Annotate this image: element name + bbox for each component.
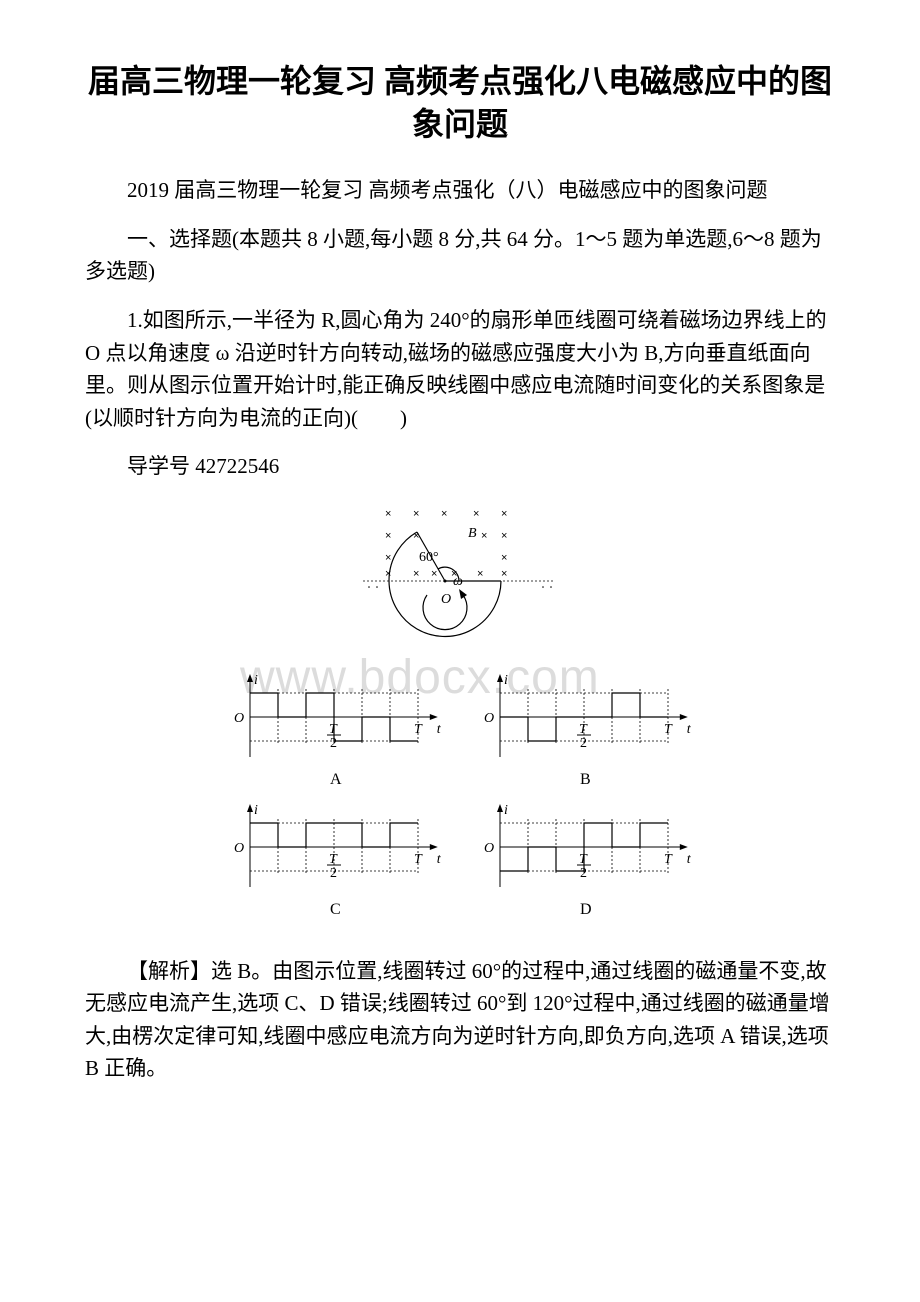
option-charts-svg: iOT2TtA iOT2TtB iOT2TtC iOT2TtD <box>210 672 710 932</box>
svg-text:×: × <box>473 508 479 520</box>
section-heading: 一、选择题(本题共 8 小题,每小题 8 分,共 64 分。1～5 题为单选题,… <box>85 223 835 288</box>
svg-text:t: t <box>437 852 442 867</box>
svg-text:i: i <box>254 673 258 688</box>
svg-text:O: O <box>484 711 494 726</box>
svg-text:B: B <box>580 771 591 788</box>
study-id: 导学号 42722546 <box>85 450 835 483</box>
svg-text:t: t <box>687 722 692 737</box>
O-label: O <box>441 592 451 607</box>
omega-label: ω <box>453 574 463 589</box>
svg-text:×: × <box>385 552 391 564</box>
question-1-diagram: ××××× ×× B ×× ×× ×× ×× ×× O 60° <box>85 499 835 654</box>
svg-text:t: t <box>687 852 692 867</box>
angle-label: 60° <box>419 550 439 565</box>
svg-text:i: i <box>504 803 508 818</box>
svg-text:2: 2 <box>330 736 337 751</box>
svg-text:2: 2 <box>330 866 337 881</box>
svg-text:×: × <box>481 530 487 542</box>
svg-text:T: T <box>414 722 423 737</box>
svg-text:t: t <box>437 722 442 737</box>
svg-text:×: × <box>501 508 507 520</box>
svg-text:×: × <box>501 530 507 542</box>
svg-text:2: 2 <box>580 736 587 751</box>
explanation-text: 【解析】选 B。由图示位置,线圈转过 60°的过程中,通过线圈的磁通量不变,故无… <box>85 955 835 1085</box>
svg-text:C: C <box>330 901 341 918</box>
svg-text:T: T <box>664 852 673 867</box>
svg-text:O: O <box>234 711 244 726</box>
option-charts: iOT2TtA iOT2TtB iOT2TtC iOT2TtD <box>85 672 835 937</box>
svg-text:×: × <box>501 552 507 564</box>
question-1-text: 1.如图所示,一半径为 R,圆心角为 240°的扇形单匝线圈可绕着磁场边界线上的… <box>85 304 835 434</box>
intro-paragraph: 2019 届高三物理一轮复习 高频考点强化（八）电磁感应中的图象问题 <box>85 174 835 207</box>
svg-text:×: × <box>501 568 507 580</box>
svg-text:i: i <box>254 803 258 818</box>
page-content: 届高三物理一轮复习 高频考点强化八电磁感应中的图象问题 2019 届高三物理一轮… <box>85 60 835 1085</box>
svg-text:×: × <box>431 568 437 580</box>
svg-text:i: i <box>504 673 508 688</box>
svg-text:×: × <box>413 568 419 580</box>
svg-text:A: A <box>330 771 342 788</box>
page-title: 届高三物理一轮复习 高频考点强化八电磁感应中的图象问题 <box>85 60 835 146</box>
svg-text:O: O <box>234 841 244 856</box>
svg-text:×: × <box>413 508 419 520</box>
svg-text:×: × <box>385 508 391 520</box>
svg-text:2: 2 <box>580 866 587 881</box>
sector-field-diagram: ××××× ×× B ×× ×× ×× ×× ×× O 60° <box>355 499 565 649</box>
svg-text:O: O <box>484 841 494 856</box>
svg-text:T: T <box>414 852 423 867</box>
svg-text:×: × <box>441 508 447 520</box>
svg-text:×: × <box>385 530 391 542</box>
svg-text:T: T <box>664 722 673 737</box>
svg-text:×: × <box>477 568 483 580</box>
B-label: B <box>468 526 477 541</box>
svg-text:D: D <box>580 901 592 918</box>
